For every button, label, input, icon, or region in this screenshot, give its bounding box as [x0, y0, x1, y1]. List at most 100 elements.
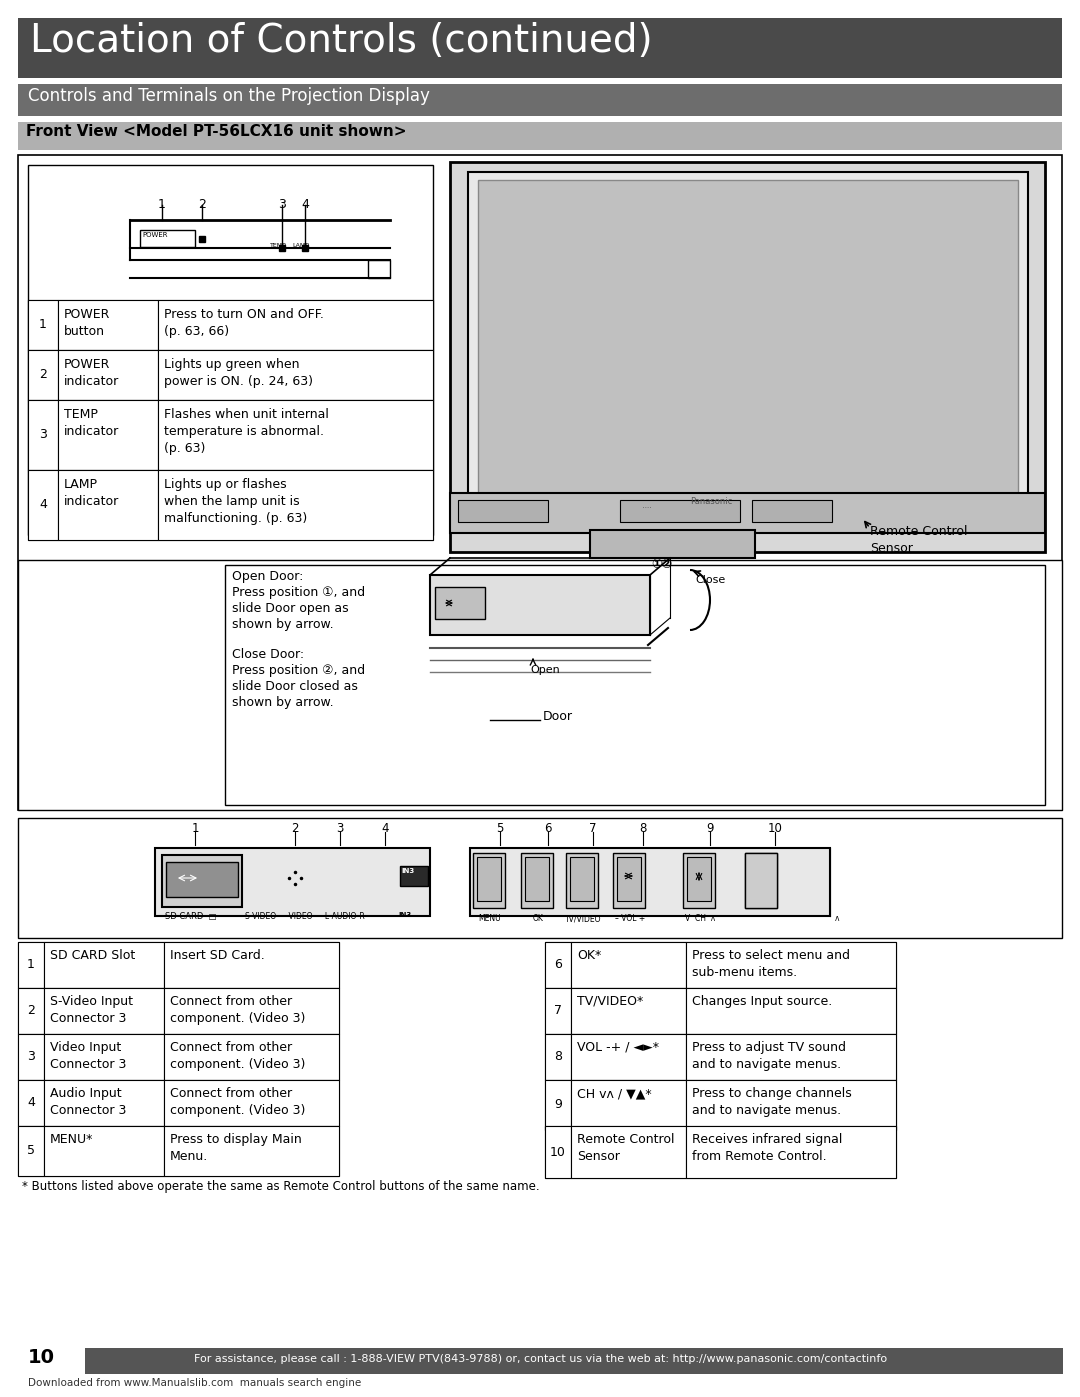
Bar	[590, 529, 755, 557]
Bar	[687, 856, 711, 901]
Text: POWER
indicator: POWER indicator	[64, 358, 119, 388]
Bar	[58, 469, 158, 541]
Text: 4: 4	[27, 1097, 35, 1109]
Text: CH vʌ / ▼▲*: CH vʌ / ▼▲*	[577, 1087, 651, 1099]
Text: 6: 6	[544, 821, 552, 835]
Text: S VIDEO — VIDEO — L-AUDIO-R —: S VIDEO — VIDEO — L-AUDIO-R —	[245, 912, 375, 921]
Bar	[545, 942, 571, 988]
Text: Connect from other
component. (Video 3): Connect from other component. (Video 3)	[170, 1041, 306, 1071]
Bar	[18, 988, 44, 1034]
Text: LAMP
indicator: LAMP indicator	[64, 478, 119, 509]
Bar	[158, 351, 433, 400]
Bar	[430, 576, 650, 636]
Text: 4: 4	[301, 198, 309, 211]
Text: TV/VIDEO*: TV/VIDEO*	[577, 995, 644, 1009]
Text: Lights up green when
power is ON. (p. 24, 63): Lights up green when power is ON. (p. 24…	[164, 358, 313, 388]
Text: MENU*: MENU*	[50, 1133, 93, 1146]
Bar	[28, 300, 58, 351]
Bar	[44, 988, 164, 1034]
Text: TV/VIDEO: TV/VIDEO	[565, 914, 602, 923]
Text: Audio Input
Connector 3: Audio Input Connector 3	[50, 1087, 126, 1118]
Circle shape	[326, 863, 354, 893]
Text: 2: 2	[198, 198, 206, 211]
Bar	[18, 122, 1062, 149]
Bar	[18, 942, 44, 988]
Text: 3: 3	[27, 1051, 35, 1063]
Text: Press to adjust TV sound
and to navigate menus.: Press to adjust TV sound and to navigate…	[692, 1041, 846, 1071]
Bar	[44, 1080, 164, 1126]
Bar	[435, 587, 485, 619]
Text: Open: Open	[530, 665, 559, 675]
Bar	[477, 856, 501, 901]
Bar	[28, 469, 58, 541]
Bar	[458, 500, 548, 522]
Text: Connect from other
component. (Video 3): Connect from other component. (Video 3)	[170, 1087, 306, 1118]
Bar	[468, 172, 1028, 502]
Text: 7: 7	[554, 1004, 562, 1017]
Text: 2: 2	[27, 1004, 35, 1017]
Bar	[566, 854, 598, 908]
Text: 8: 8	[639, 821, 647, 835]
Bar	[18, 155, 1062, 810]
Bar	[617, 856, 642, 901]
Text: Receives infrared signal
from Remote Control.: Receives infrared signal from Remote Con…	[692, 1133, 842, 1162]
Bar	[571, 1126, 686, 1178]
Text: 2: 2	[39, 369, 46, 381]
Circle shape	[544, 597, 556, 609]
Text: Press position ①, and: Press position ①, and	[232, 585, 365, 599]
Circle shape	[275, 858, 315, 898]
Text: TEMP: TEMP	[270, 243, 286, 249]
Text: Door: Door	[543, 710, 573, 722]
Circle shape	[622, 599, 630, 608]
Bar	[745, 854, 777, 908]
Text: For assistance, please call : 1-888-VIEW PTV(843-9788) or, contact us via the we: For assistance, please call : 1-888-VIEW…	[194, 1354, 888, 1363]
Bar	[571, 1080, 686, 1130]
Text: 4: 4	[39, 499, 46, 511]
Text: S-Video Input
Connector 3: S-Video Input Connector 3	[50, 995, 133, 1025]
Bar	[44, 1034, 164, 1080]
Text: ①②: ①②	[651, 557, 672, 571]
Text: 9: 9	[554, 1098, 562, 1112]
Text: SD CARD  □: SD CARD □	[165, 912, 216, 921]
Text: Close Door:: Close Door:	[232, 648, 305, 661]
Circle shape	[334, 872, 346, 884]
Bar	[158, 400, 433, 469]
Bar	[156, 848, 430, 916]
Text: Insert SD Card.: Insert SD Card.	[170, 949, 265, 963]
Text: Front View <Model PT-56LCX16 unit shown>: Front View <Model PT-56LCX16 unit shown>	[26, 124, 406, 138]
Circle shape	[529, 597, 541, 609]
Bar	[571, 988, 686, 1034]
Circle shape	[608, 599, 616, 608]
Text: shown by arrow.: shown by arrow.	[232, 696, 334, 710]
Bar	[18, 84, 1062, 116]
Circle shape	[753, 870, 769, 886]
Text: Press to change channels
and to navigate menus.: Press to change channels and to navigate…	[692, 1087, 852, 1118]
Text: 2: 2	[292, 821, 299, 835]
Text: V  CH  ʌ: V CH ʌ	[685, 914, 715, 923]
Text: IN3: IN3	[399, 912, 411, 918]
Text: Remote Control
Sensor: Remote Control Sensor	[577, 1133, 675, 1162]
Bar	[570, 856, 594, 901]
Bar	[58, 351, 158, 400]
Text: slide Door closed as: slide Door closed as	[232, 680, 357, 693]
Bar	[686, 942, 896, 988]
Circle shape	[514, 597, 526, 609]
Text: OK: OK	[532, 914, 543, 923]
Bar	[18, 1080, 44, 1126]
Bar	[164, 988, 339, 1034]
Bar	[545, 988, 571, 1034]
Bar	[686, 988, 896, 1034]
Text: 1: 1	[191, 821, 199, 835]
Text: 7: 7	[590, 821, 597, 835]
Text: Remote Control
Sensor: Remote Control Sensor	[870, 525, 968, 555]
Text: OK*: OK*	[577, 949, 602, 963]
Text: Press to select menu and
sub-menu items.: Press to select menu and sub-menu items.	[692, 949, 850, 979]
Bar	[525, 856, 549, 901]
Bar	[571, 942, 686, 988]
Bar	[521, 854, 553, 908]
Bar	[44, 1126, 164, 1176]
Circle shape	[747, 863, 775, 893]
Text: ....: ....	[620, 503, 651, 509]
Bar	[683, 854, 715, 908]
Bar	[473, 854, 505, 908]
